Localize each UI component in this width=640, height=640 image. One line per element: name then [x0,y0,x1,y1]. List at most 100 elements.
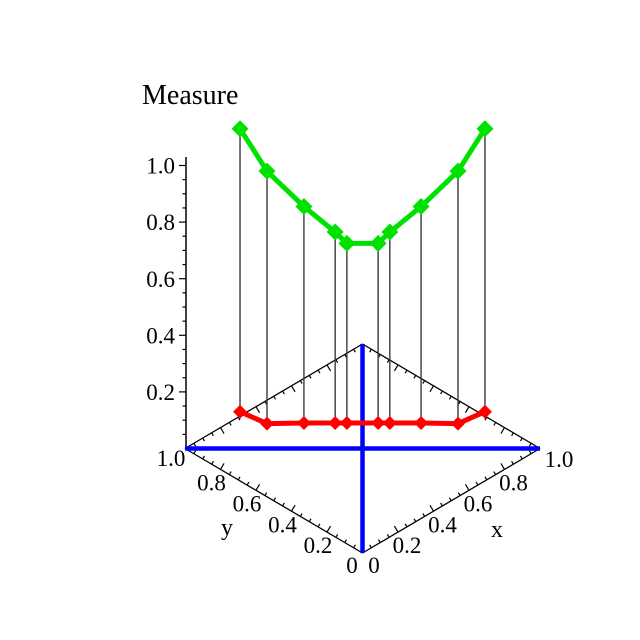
minor-tick [475,481,479,486]
x-corner-label: 1.0 [545,447,574,472]
major-tick [464,483,470,491]
minor-tick [369,348,372,353]
z-tick-label: 0.8 [146,210,175,235]
major-tick [255,406,261,414]
green-series-line [237,127,488,246]
minor-tick [519,437,523,442]
minor-tick [511,432,514,437]
z-axis [179,157,187,449]
y-tick-label: 0.2 [304,533,333,558]
y-origin-label: 0 [346,553,358,578]
minor-tick [228,422,232,426]
minor-tick [493,471,497,475]
major-tick [219,427,225,434]
red-series-marker [296,416,311,431]
minor-tick [344,539,348,543]
red-series-marker [233,404,248,419]
major-tick [326,525,332,533]
x-tick-label: 0.6 [464,491,493,516]
minor-tick [422,513,426,517]
minor-tick [317,369,321,374]
red-series-marker [339,416,354,431]
minor-tick [511,460,514,465]
red-series-marker [382,416,397,431]
minor-tick [422,380,426,384]
x-axis-label: x [491,517,503,543]
major-tick [290,385,296,393]
minor-tick [386,359,390,363]
minor-tick [282,390,285,395]
y-tick-label: 0.8 [197,470,226,495]
minor-tick [440,390,443,395]
minor-tick [448,395,452,400]
minor-tick [353,348,356,353]
minor-tick [386,534,390,538]
green-series-marker [295,198,313,216]
green-series-marker [449,162,467,180]
y-corner-label: 1.0 [157,446,186,471]
minor-tick [440,502,443,507]
minor-tick [211,432,214,437]
z-tick-label: 1.0 [146,154,175,179]
major-tick [429,504,435,512]
major-tick [393,525,399,533]
minor-tick [353,544,356,549]
minor-tick [528,442,532,447]
minor-tick [493,422,497,426]
green-series [231,120,494,252]
base-tick-labels: 0.20.40.60.80.20.40.60.81.0 1.00 00.20.40.… [146,154,574,578]
y-tick-label: 0.6 [233,491,262,516]
minor-tick [519,455,523,460]
minor-tick [264,492,268,496]
minor-tick [308,375,312,379]
green-series-marker [476,120,494,138]
minor-tick [308,518,312,522]
green-series-marker [369,234,387,252]
minor-tick [404,523,408,528]
red-series-marker [371,416,386,431]
major-tick [219,463,225,470]
z-tick-label: 0.2 [146,380,175,405]
minor-tick [193,450,197,455]
major-tick [393,364,399,372]
x-tick-label: 0.4 [428,512,457,537]
red-series-line [239,409,486,427]
z-tick-label: 0.6 [146,267,175,292]
y-tick-label: 0.4 [268,512,297,537]
minor-tick [484,416,488,421]
green-series-marker [381,223,399,241]
z-axis-title: Measure [142,80,239,111]
y-axis-label: y [221,515,233,541]
minor-tick [448,497,452,502]
minor-tick [484,476,488,481]
z-tick-label: 0.4 [146,323,175,348]
minor-tick [413,375,417,379]
minor-tick [299,380,303,384]
minor-tick [202,437,206,442]
major-tick [500,427,506,434]
x-origin-label: 0 [368,553,380,578]
red-series-marker [450,416,465,431]
green-series-marker [326,223,344,241]
minor-tick [528,450,532,455]
red-series-marker [477,404,492,419]
minor-tick [273,395,277,400]
red-series-marker [260,416,275,431]
major-tick [326,364,332,372]
minor-tick [317,523,321,528]
minor-tick [202,455,206,460]
minor-tick [404,369,408,374]
minor-tick [335,534,339,538]
minor-tick [237,476,241,481]
x-tick-label: 0.2 [393,533,422,558]
minor-tick [377,539,381,543]
x-tick-label: 0.8 [499,470,528,495]
major-tick [500,463,506,470]
minor-tick [228,471,232,475]
base-diagonals [185,344,540,553]
major-tick [290,504,296,512]
green-series-marker [412,198,430,216]
red-series-marker [328,416,343,431]
minor-tick [299,513,303,517]
